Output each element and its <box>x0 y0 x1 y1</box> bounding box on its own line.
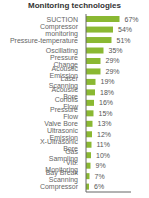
svg-text:51%: 51% <box>117 37 131 44</box>
svg-text:16%: 16% <box>99 99 113 106</box>
svg-text:Compressormonitoring: Compressormonitoring <box>40 23 79 38</box>
svg-text:19%: 19% <box>101 78 115 85</box>
svg-text:29%: 29% <box>106 68 120 75</box>
svg-text:7%: 7% <box>95 173 105 180</box>
svg-text:Pressure-temperature: Pressure-temperature <box>10 37 78 45</box>
svg-text:6%: 6% <box>94 183 104 190</box>
svg-text:Compressor: Compressor <box>40 183 79 191</box>
svg-text:35%: 35% <box>109 47 123 54</box>
svg-text:10%: 10% <box>96 152 110 159</box>
svg-text:PressureFlow: PressureFlow <box>50 106 79 120</box>
svg-text:Valve Bore: Valve Bore <box>44 120 78 127</box>
svg-text:SUCTION: SUCTION <box>47 16 79 23</box>
svg-text:54%: 54% <box>118 26 132 33</box>
svg-text:18%: 18% <box>100 89 114 96</box>
svg-text:Bay BreakScanning: Bay BreakScanning <box>46 169 79 184</box>
svg-text:13%: 13% <box>98 120 112 127</box>
svg-text:29%: 29% <box>106 57 120 64</box>
svg-text:9%: 9% <box>96 162 106 169</box>
svg-text:15%: 15% <box>99 110 113 117</box>
svg-text:12%: 12% <box>97 131 111 138</box>
svg-text:67%: 67% <box>125 16 139 23</box>
svg-text:11%: 11% <box>97 141 111 148</box>
